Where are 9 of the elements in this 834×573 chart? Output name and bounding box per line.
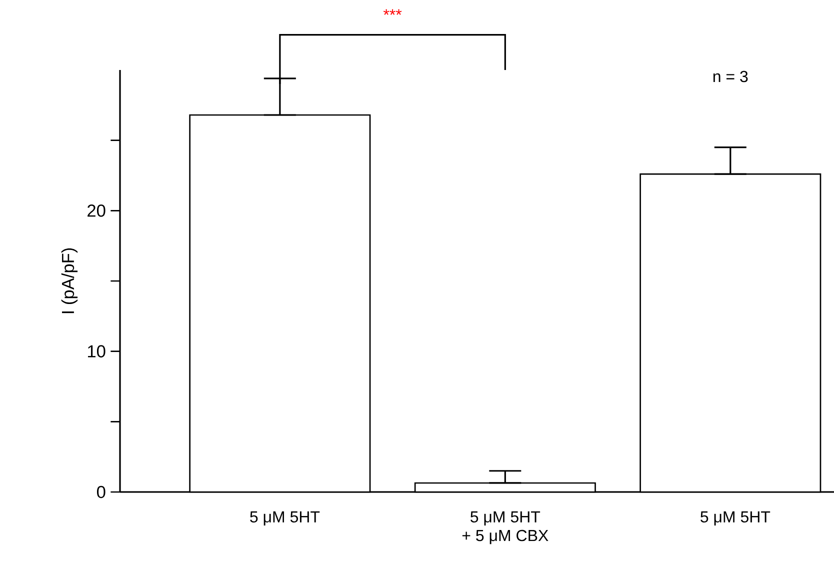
x-tick-label: 5 μM 5HT — [700, 511, 770, 526]
annotation: n = 3 — [713, 70, 748, 82]
y-axis-title: I (pA/pF) — [61, 248, 78, 314]
x-tick-label: 5 μM 5HT — [250, 511, 320, 526]
y-tick-label: 10 — [88, 345, 106, 358]
text: *** — [383, 9, 402, 15]
y-tick-label: 0 — [96, 486, 106, 498]
y-tick-label: 20 — [88, 204, 106, 217]
x-tick-label: 5 μM 5HT + 5 μM CBX — [462, 511, 548, 544]
